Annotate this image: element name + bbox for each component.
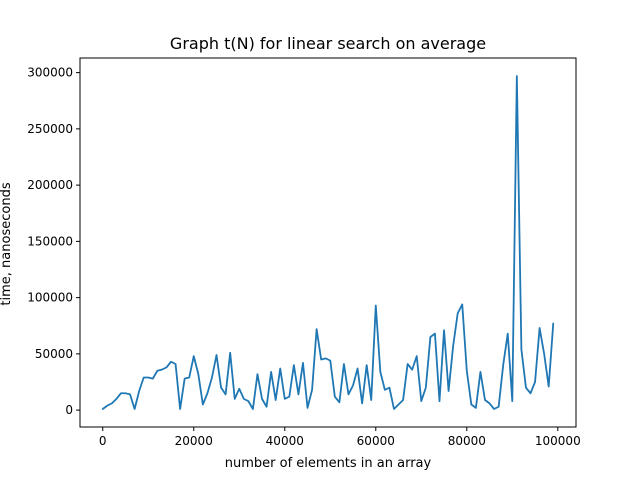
x-tick-label: 20000 — [175, 434, 213, 448]
y-tick-label: 0 — [65, 403, 73, 417]
x-tick-label: 0 — [99, 434, 107, 448]
chart-title: Graph t(N) for linear search on average — [170, 34, 486, 53]
x-tick-label: 100000 — [535, 434, 581, 448]
y-tick-label: 200000 — [27, 178, 73, 192]
y-tick-label: 250000 — [27, 122, 73, 136]
y-tick-label: 150000 — [27, 234, 73, 248]
y-tick-label: 300000 — [27, 66, 73, 80]
axes-frame — [79, 57, 577, 428]
x-tick-label: 60000 — [357, 434, 395, 448]
y-tick-label: 100000 — [27, 291, 73, 305]
x-tick-label: 40000 — [266, 434, 304, 448]
x-tick-label: 80000 — [448, 434, 486, 448]
x-axis-label: number of elements in an array — [225, 456, 432, 471]
y-axis-label: time, nanoseconds — [0, 182, 14, 305]
plot-area: 0 20000 40000 60000 80000 100000 0 50000 100000 1… — [27, 57, 581, 448]
series-line-1 — [101, 75, 555, 410]
y-tick-label: 50000 — [35, 347, 73, 361]
